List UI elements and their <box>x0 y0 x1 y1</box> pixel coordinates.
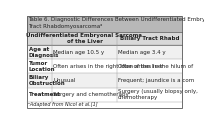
Text: Tumor
Location: Tumor Location <box>29 61 55 72</box>
Bar <box>27 16 182 32</box>
Text: Biliary
Obstruction: Biliary Obstruction <box>29 75 65 86</box>
Text: Frequent; jaundice is a com: Frequent; jaundice is a com <box>118 78 194 83</box>
Text: Often arises in the hilum of: Often arises in the hilum of <box>118 64 193 69</box>
Text: Often arises in the right lobe of the liver: Often arises in the right lobe of the li… <box>53 64 164 69</box>
Text: Biliary Tract Rhabd: Biliary Tract Rhabd <box>120 36 179 41</box>
Text: Treatment: Treatment <box>29 92 61 97</box>
Text: Median age 10.5 y: Median age 10.5 y <box>53 50 104 55</box>
Bar <box>27 73 182 88</box>
Text: Median age 3.4 y: Median age 3.4 y <box>118 50 166 55</box>
Text: Surgery and chemotherapy: Surgery and chemotherapy <box>53 92 129 97</box>
Bar <box>27 88 182 102</box>
Text: Surgery (usually biopsy only,
chemotherapy: Surgery (usually biopsy only, chemothera… <box>118 89 198 100</box>
Text: Undifferentiated Embryonal Sarcoma
of the Liver: Undifferentiated Embryonal Sarcoma of th… <box>27 33 142 44</box>
Bar <box>27 32 182 45</box>
Bar <box>27 45 182 59</box>
Text: ᵃAdapted from Nicol et al.[1]: ᵃAdapted from Nicol et al.[1] <box>28 102 98 107</box>
Text: Age at
Diagnosis: Age at Diagnosis <box>29 47 59 58</box>
Bar <box>27 59 182 73</box>
Text: Table 6. Diagnostic Differences Between Undifferentiated Embryonal Sarcoma of: Table 6. Diagnostic Differences Between … <box>28 17 204 22</box>
Text: Unusual: Unusual <box>53 78 76 83</box>
Text: Tract Rhabdomyosarcomaᵃ: Tract Rhabdomyosarcomaᵃ <box>28 24 103 29</box>
